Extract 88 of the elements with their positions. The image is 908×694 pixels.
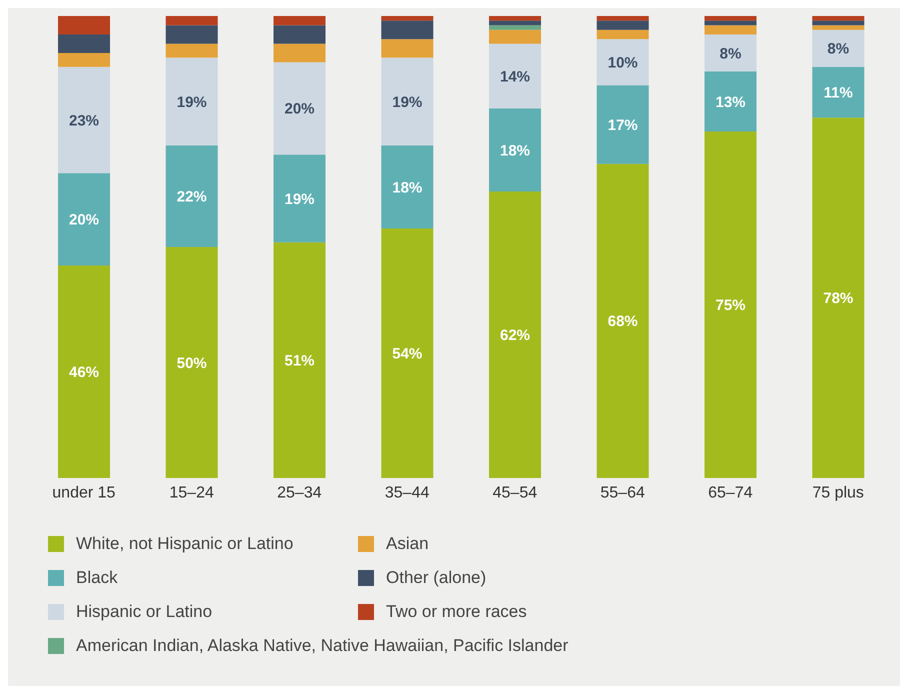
data-label: 75% <box>716 297 746 314</box>
bar <box>596 85 649 164</box>
bar <box>704 71 757 132</box>
bar <box>812 20 864 26</box>
bar <box>381 145 434 229</box>
legend-label: American Indian, Alaska Native, Native Hawaiian, Pacific Islander <box>76 636 568 656</box>
bar <box>166 145 218 247</box>
data-label: 62% <box>500 327 530 344</box>
data-label: 68% <box>608 313 638 330</box>
bar <box>704 20 757 26</box>
bar <box>166 247 218 478</box>
bar <box>489 20 542 26</box>
bar <box>596 20 649 30</box>
bar <box>596 39 649 86</box>
data-label: 18% <box>500 142 530 160</box>
bar <box>274 44 326 62</box>
bar <box>489 25 542 30</box>
data-label: 54% <box>392 346 422 363</box>
data-label: 50% <box>176 354 207 372</box>
bar <box>812 30 864 67</box>
legend-label: Asian <box>386 534 429 554</box>
x-tick-label: 45–54 <box>492 484 538 502</box>
bar <box>489 16 542 21</box>
legend-label: Hispanic or Latino <box>76 602 212 622</box>
bar <box>166 58 218 146</box>
bar <box>274 62 326 155</box>
bar <box>58 265 110 478</box>
legend-label: Two or more races <box>386 602 527 622</box>
data-label: 22% <box>176 188 207 206</box>
bar <box>489 30 542 44</box>
bar <box>381 228 434 478</box>
bar <box>812 118 864 478</box>
data-label: 13% <box>716 94 746 111</box>
x-tick-label: under 15 <box>52 484 116 502</box>
data-label: 14% <box>500 68 530 86</box>
data-label: 51% <box>284 352 315 370</box>
data-label: 17% <box>608 116 638 134</box>
data-label: 19% <box>392 94 422 111</box>
bar <box>381 58 434 146</box>
bar <box>274 242 326 478</box>
data-label: 10% <box>608 54 638 72</box>
legend-label: Black <box>76 568 118 588</box>
bar <box>381 39 434 58</box>
bar <box>58 52 110 67</box>
bar <box>58 173 110 266</box>
x-tick-label: 65–74 <box>708 484 753 502</box>
bar <box>58 66 110 174</box>
bar <box>381 16 434 21</box>
data-label: 18% <box>392 179 422 196</box>
legend-label: Other (alone) <box>386 568 486 588</box>
bar <box>704 34 757 72</box>
bar <box>166 25 218 44</box>
bar <box>166 44 218 58</box>
bar <box>489 192 542 478</box>
data-label: 46% <box>69 364 100 382</box>
data-label: 8% <box>720 45 742 62</box>
legend-label: White, not Hispanic or Latino <box>76 534 294 554</box>
bar <box>704 25 757 34</box>
bar <box>489 44 542 108</box>
bar <box>812 16 864 21</box>
bar <box>166 16 218 26</box>
bar <box>274 16 326 26</box>
bar <box>489 108 542 192</box>
data-label: 19% <box>284 190 315 208</box>
data-label: 19% <box>176 94 207 111</box>
bar <box>812 25 864 30</box>
bar <box>381 20 434 40</box>
data-label: 20% <box>284 100 315 118</box>
data-label: 78% <box>823 290 854 308</box>
bar <box>274 154 326 242</box>
bar <box>58 34 110 53</box>
x-tick-label: 25–34 <box>277 484 322 502</box>
bar <box>812 66 864 118</box>
data-label: 23% <box>69 112 100 130</box>
x-tick-label: 55–64 <box>600 484 645 502</box>
data-label: 11% <box>824 84 853 102</box>
bar <box>596 164 649 478</box>
bar <box>596 30 649 40</box>
x-tick-label: 35–44 <box>384 484 430 502</box>
data-label: 20% <box>69 212 100 229</box>
data-label: 8% <box>827 40 850 58</box>
x-tick-label: 15–24 <box>169 484 214 502</box>
x-tick-label: 75 plus <box>812 484 864 502</box>
bar <box>704 132 757 478</box>
bar <box>596 16 649 21</box>
bar <box>58 16 110 34</box>
bar <box>274 25 326 44</box>
bar <box>704 16 757 21</box>
